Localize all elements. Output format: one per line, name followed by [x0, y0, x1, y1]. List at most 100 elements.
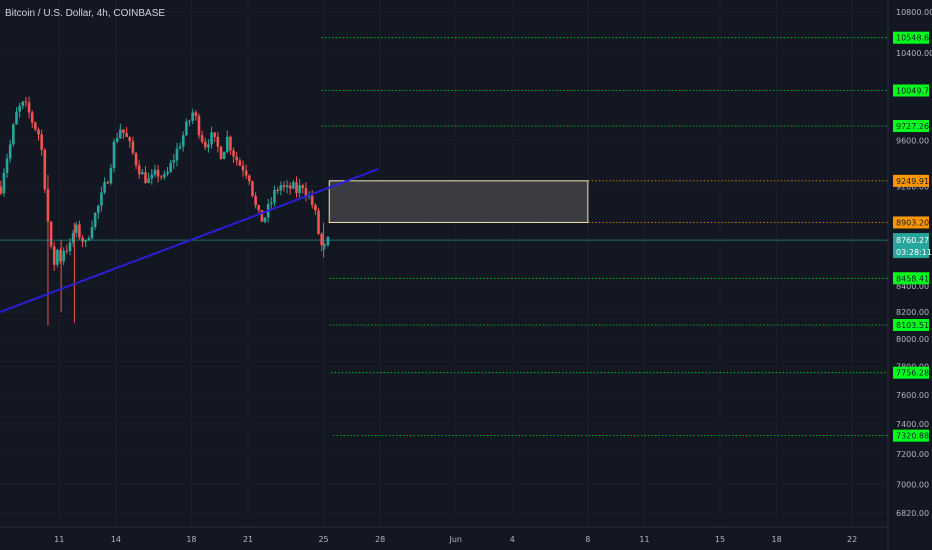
level-price-label-bg	[893, 318, 929, 331]
candle-body	[125, 132, 128, 138]
candle-body	[257, 205, 261, 211]
candles	[0, 96, 330, 326]
candle-body	[84, 240, 88, 242]
candle-body	[30, 112, 34, 123]
candle-body	[175, 148, 179, 161]
candle-body	[147, 178, 150, 183]
candle-body	[74, 224, 78, 234]
symbol-title: Bitcoin / U.S. Dollar, 4h, COINBASE	[5, 8, 166, 19]
candle-body	[109, 168, 113, 184]
candle-body	[37, 129, 40, 135]
candle-body	[24, 101, 28, 103]
candle-body	[172, 160, 176, 163]
level-price-label-bg	[893, 429, 929, 442]
candle-body	[276, 189, 279, 191]
candle-body	[71, 233, 75, 243]
horizontal-levels	[321, 37, 888, 437]
candle-body	[301, 185, 305, 189]
candle-body	[235, 156, 239, 161]
candle-body	[254, 195, 257, 206]
candle-body	[166, 171, 169, 175]
level-price-label: 8103.51	[896, 321, 929, 330]
candle-body	[159, 176, 163, 178]
price-tick-label: 7200.00	[896, 450, 929, 459]
candle-body	[15, 111, 18, 125]
candle-body	[150, 174, 154, 179]
price-tick-label: 8000.00	[896, 335, 929, 344]
time-tick-label: 21	[243, 535, 253, 544]
candle-body	[310, 195, 314, 205]
candle-body	[298, 185, 301, 194]
candle-body	[229, 136, 232, 151]
level-price-label: 7320.88	[896, 432, 929, 441]
zone-rectangle[interactable]	[328, 180, 589, 223]
candle-body	[8, 144, 12, 159]
time-tick-label: 4	[510, 535, 515, 544]
level-price-label: 7756.28	[896, 369, 929, 378]
price-tick-label: 8200.00	[896, 308, 929, 317]
time-tick-label: 25	[318, 535, 328, 544]
candle-body	[103, 182, 106, 193]
candle-body	[169, 162, 172, 172]
candle-body	[40, 134, 43, 150]
candle-body	[222, 152, 226, 160]
candle-body	[65, 250, 69, 252]
time-tick-label: 11	[639, 535, 649, 544]
candle-body	[78, 224, 81, 238]
level-price-label: 8458.41	[896, 274, 929, 283]
price-tick-label: 6820.00	[896, 509, 929, 518]
candle-body	[288, 185, 292, 189]
level-price-label-bg	[893, 31, 929, 44]
grid	[0, 0, 888, 527]
level-price-label-bg	[893, 366, 929, 379]
candle-body	[43, 149, 47, 190]
candle-body	[285, 185, 289, 187]
candle-body	[197, 115, 201, 136]
time-tick-label: 14	[111, 535, 121, 544]
time-tick-label: Jun	[448, 535, 462, 544]
candle-body	[96, 205, 100, 213]
price-tick-label: 7600.00	[896, 391, 929, 400]
candle-body	[112, 141, 116, 169]
trendline[interactable]	[0, 168, 379, 314]
candle-body	[263, 217, 267, 222]
candle-body	[0, 186, 3, 194]
time-axis[interactable]: 11 14 18 21 25 28 Jun 4 8 11 15 18 22	[54, 535, 857, 544]
candle-body	[21, 101, 25, 106]
candle-body	[27, 102, 31, 113]
time-tick-label: 15	[715, 535, 725, 544]
candle-body	[320, 233, 323, 246]
candle-body	[203, 141, 207, 148]
trendline-line[interactable]	[0, 168, 379, 314]
candle-body	[100, 192, 103, 206]
time-tick-label: 28	[375, 535, 385, 544]
candle-body	[248, 175, 251, 182]
level-price-label: 9249.91	[896, 177, 929, 186]
candle-body	[56, 249, 59, 265]
level-price-label-bg	[893, 84, 929, 97]
level-price-label-bg	[893, 120, 929, 133]
level-price-label: 9727.26	[896, 122, 929, 131]
candle-body	[273, 189, 276, 203]
candle-body	[207, 144, 210, 148]
candle-body	[216, 136, 220, 147]
candle-body	[137, 165, 141, 175]
candle-body	[2, 172, 6, 194]
candle-body	[156, 169, 160, 177]
candle-body	[185, 121, 188, 136]
candle-body	[68, 242, 72, 252]
price-tick-label: 7000.00	[896, 480, 929, 489]
candle-body	[225, 136, 229, 153]
bar-countdown: 03:28:11	[896, 248, 932, 257]
candle-body	[323, 245, 327, 247]
candle-body	[326, 236, 330, 246]
level-price-label-bg	[893, 216, 929, 229]
candle-body	[119, 129, 122, 139]
candle-body	[59, 249, 62, 262]
candle-body	[213, 132, 217, 137]
candle-body	[232, 150, 235, 157]
candle-body	[260, 210, 264, 222]
target-zone[interactable]	[328, 180, 589, 223]
candle-body	[251, 181, 254, 196]
